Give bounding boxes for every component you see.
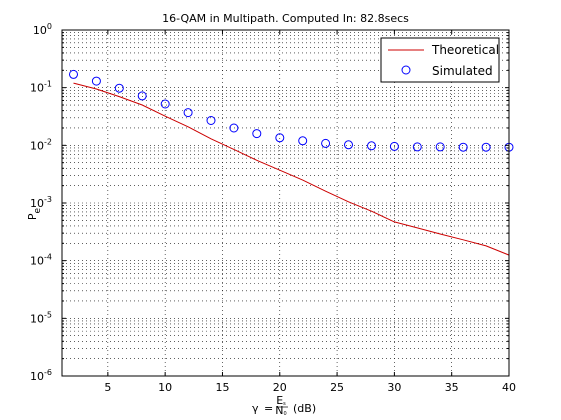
x-tick-label: 40	[502, 381, 516, 394]
data-point-simulated	[252, 129, 262, 139]
data-point-simulated	[367, 141, 376, 151]
x-tick-label: 35	[445, 381, 459, 394]
x-tick-label: 20	[273, 381, 287, 394]
y-tick-label: 10-1	[30, 80, 52, 95]
data-point-simulated	[298, 136, 308, 146]
y-axis-label-main: P	[26, 213, 39, 220]
ticks: 5 10 15 20 25 30 35 40 10-6 10-5 10-4 10-3 10-2 10-1 1…	[30, 22, 516, 394]
series-line-theoretical	[73, 82, 510, 256]
data-point-simulated	[137, 91, 147, 101]
data-point-simulated	[481, 142, 491, 152]
chart-title: 16-QAM in Multipath. Computed In: 82.8se…	[162, 12, 409, 25]
x-tick-label: 15	[215, 381, 229, 394]
y-axis-label-sub: e	[33, 207, 43, 213]
legend-label-theoretical: Theoretical	[431, 43, 499, 57]
legend-box	[380, 37, 500, 83]
x-tick-label: 30	[387, 381, 401, 394]
x-tick-label: 25	[330, 381, 344, 394]
x-axis-label-denominator: N0	[275, 404, 286, 417]
data-point-simulated	[275, 133, 285, 143]
legend: Theoretical Simulated	[380, 37, 500, 83]
data-point-simulated	[435, 142, 445, 152]
y-axis-label: Pe	[26, 207, 43, 220]
data-point-simulated	[183, 108, 193, 118]
x-axis-label-numerator: Es	[276, 394, 286, 407]
data-point-simulated	[412, 142, 422, 152]
x-tick-label: 10	[158, 381, 172, 394]
x-axis-label-unit: (dB)	[293, 402, 316, 415]
y-tick-label: 10-5	[30, 310, 52, 325]
data-point-simulated	[114, 83, 124, 93]
legend-label-simulated: Simulated	[432, 64, 493, 78]
x-axis-label: γ = Es N0 (dB)	[252, 394, 316, 417]
data-point-simulated	[206, 116, 216, 125]
data-point-simulated	[389, 141, 399, 151]
y-tick-label: 10-2	[30, 137, 52, 152]
y-tick-label: 10-4	[30, 253, 52, 268]
data-point-simulated	[229, 123, 239, 133]
y-tick-label: 10-3	[30, 195, 52, 210]
y-tick-label: 100	[33, 22, 52, 37]
legend-marker-simulated	[401, 65, 411, 75]
data-point-simulated	[321, 138, 331, 148]
x-tick-label: 5	[104, 381, 111, 394]
series-layer	[69, 69, 514, 256]
data-point-simulated	[458, 142, 468, 152]
data-point-simulated	[91, 76, 101, 86]
x-axis-label-equals: =	[264, 402, 273, 415]
data-point-simulated	[69, 69, 78, 79]
data-point-simulated	[160, 99, 170, 109]
y-tick-label: 10-6	[30, 368, 52, 383]
x-axis-label-gamma: γ	[252, 402, 259, 415]
data-point-simulated	[344, 140, 353, 150]
